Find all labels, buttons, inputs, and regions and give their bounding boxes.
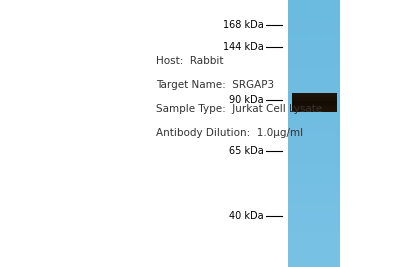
Text: Host:  Rabbit: Host: Rabbit — [156, 56, 224, 66]
Text: Target Name:  SRGAP3: Target Name: SRGAP3 — [156, 80, 274, 90]
Text: Antibody Dilution:  1.0μg/ml: Antibody Dilution: 1.0μg/ml — [156, 128, 303, 138]
Text: 168 kDa: 168 kDa — [223, 20, 264, 30]
Text: 144 kDa: 144 kDa — [223, 42, 264, 52]
Text: 65 kDa: 65 kDa — [229, 146, 264, 156]
Text: Sample Type:  Jurkat Cell Lysate: Sample Type: Jurkat Cell Lysate — [156, 104, 322, 114]
Text: 40 kDa: 40 kDa — [229, 211, 264, 221]
Text: 90 kDa: 90 kDa — [229, 95, 264, 105]
